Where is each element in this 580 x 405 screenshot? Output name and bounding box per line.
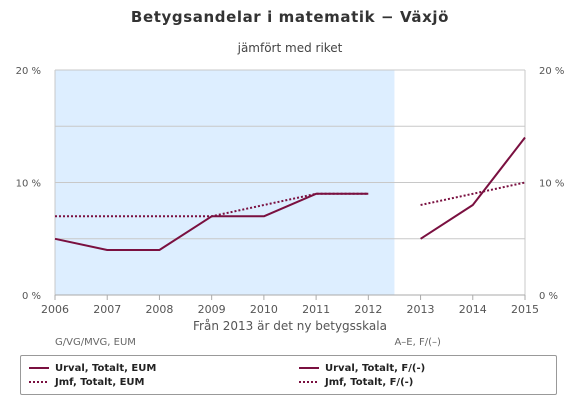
- x-tick-label: 2013: [407, 303, 435, 316]
- x-tick-label: 2012: [354, 303, 382, 316]
- legend-swatch: [29, 381, 49, 383]
- series-line-2: [55, 192, 369, 218]
- legend-label: Urval, Totalt, F/(-): [325, 362, 426, 374]
- y-tick-label-right: 10 %: [539, 179, 564, 190]
- legend-label: Urval, Totalt, EUM: [55, 362, 157, 374]
- axis-note-label: Från 2013 är det ny betygsskala: [193, 319, 387, 333]
- series-line-4: [420, 181, 526, 206]
- x-tick-label: 2015: [511, 303, 539, 316]
- legend-item[interactable]: Urval, Totalt, F/(-): [299, 361, 425, 375]
- period-label-left: G/VG/MVG, EUM: [55, 337, 136, 348]
- x-tick-label: 2010: [250, 303, 278, 316]
- chart-subtitle: jämfört med riket: [237, 41, 343, 55]
- chart-legend: Urval, Totalt, EUM Jmf, Totalt, EUM Urval,…: [20, 355, 557, 395]
- legend-label: Jmf, Totalt, EUM: [55, 376, 145, 388]
- x-tick-label: 2014: [459, 303, 487, 316]
- x-tick-label: 2011: [302, 303, 330, 316]
- chart-title: Betygsandelar i matematik − Växjö: [130, 8, 450, 26]
- y-tick-label-right: 0 %: [539, 291, 558, 302]
- legend-swatch: [29, 367, 49, 369]
- x-tick-label: 2007: [93, 303, 121, 316]
- x-tick-label: 2008: [145, 303, 173, 316]
- x-tick-label: 2009: [198, 303, 226, 316]
- y-tick-label-right: 20 %: [539, 66, 564, 77]
- y-tick-label-left: 20 %: [16, 66, 41, 77]
- series-line-3: [420, 136, 526, 240]
- y-tick-label-left: 0 %: [22, 291, 41, 302]
- legend-swatch: [299, 367, 319, 369]
- x-tick-label: 2006: [41, 303, 69, 316]
- legend-item[interactable]: Urval, Totalt, EUM: [29, 361, 156, 375]
- legend-item[interactable]: Jmf, Totalt, F/(-): [299, 375, 413, 389]
- legend-item[interactable]: Jmf, Totalt, EUM: [29, 375, 145, 389]
- legend-label: Jmf, Totalt, F/(-): [325, 376, 414, 388]
- legend-swatch: [299, 381, 319, 383]
- y-tick-label-left: 10 %: [16, 179, 41, 190]
- period-label-right: A–E, F/(–): [394, 337, 441, 348]
